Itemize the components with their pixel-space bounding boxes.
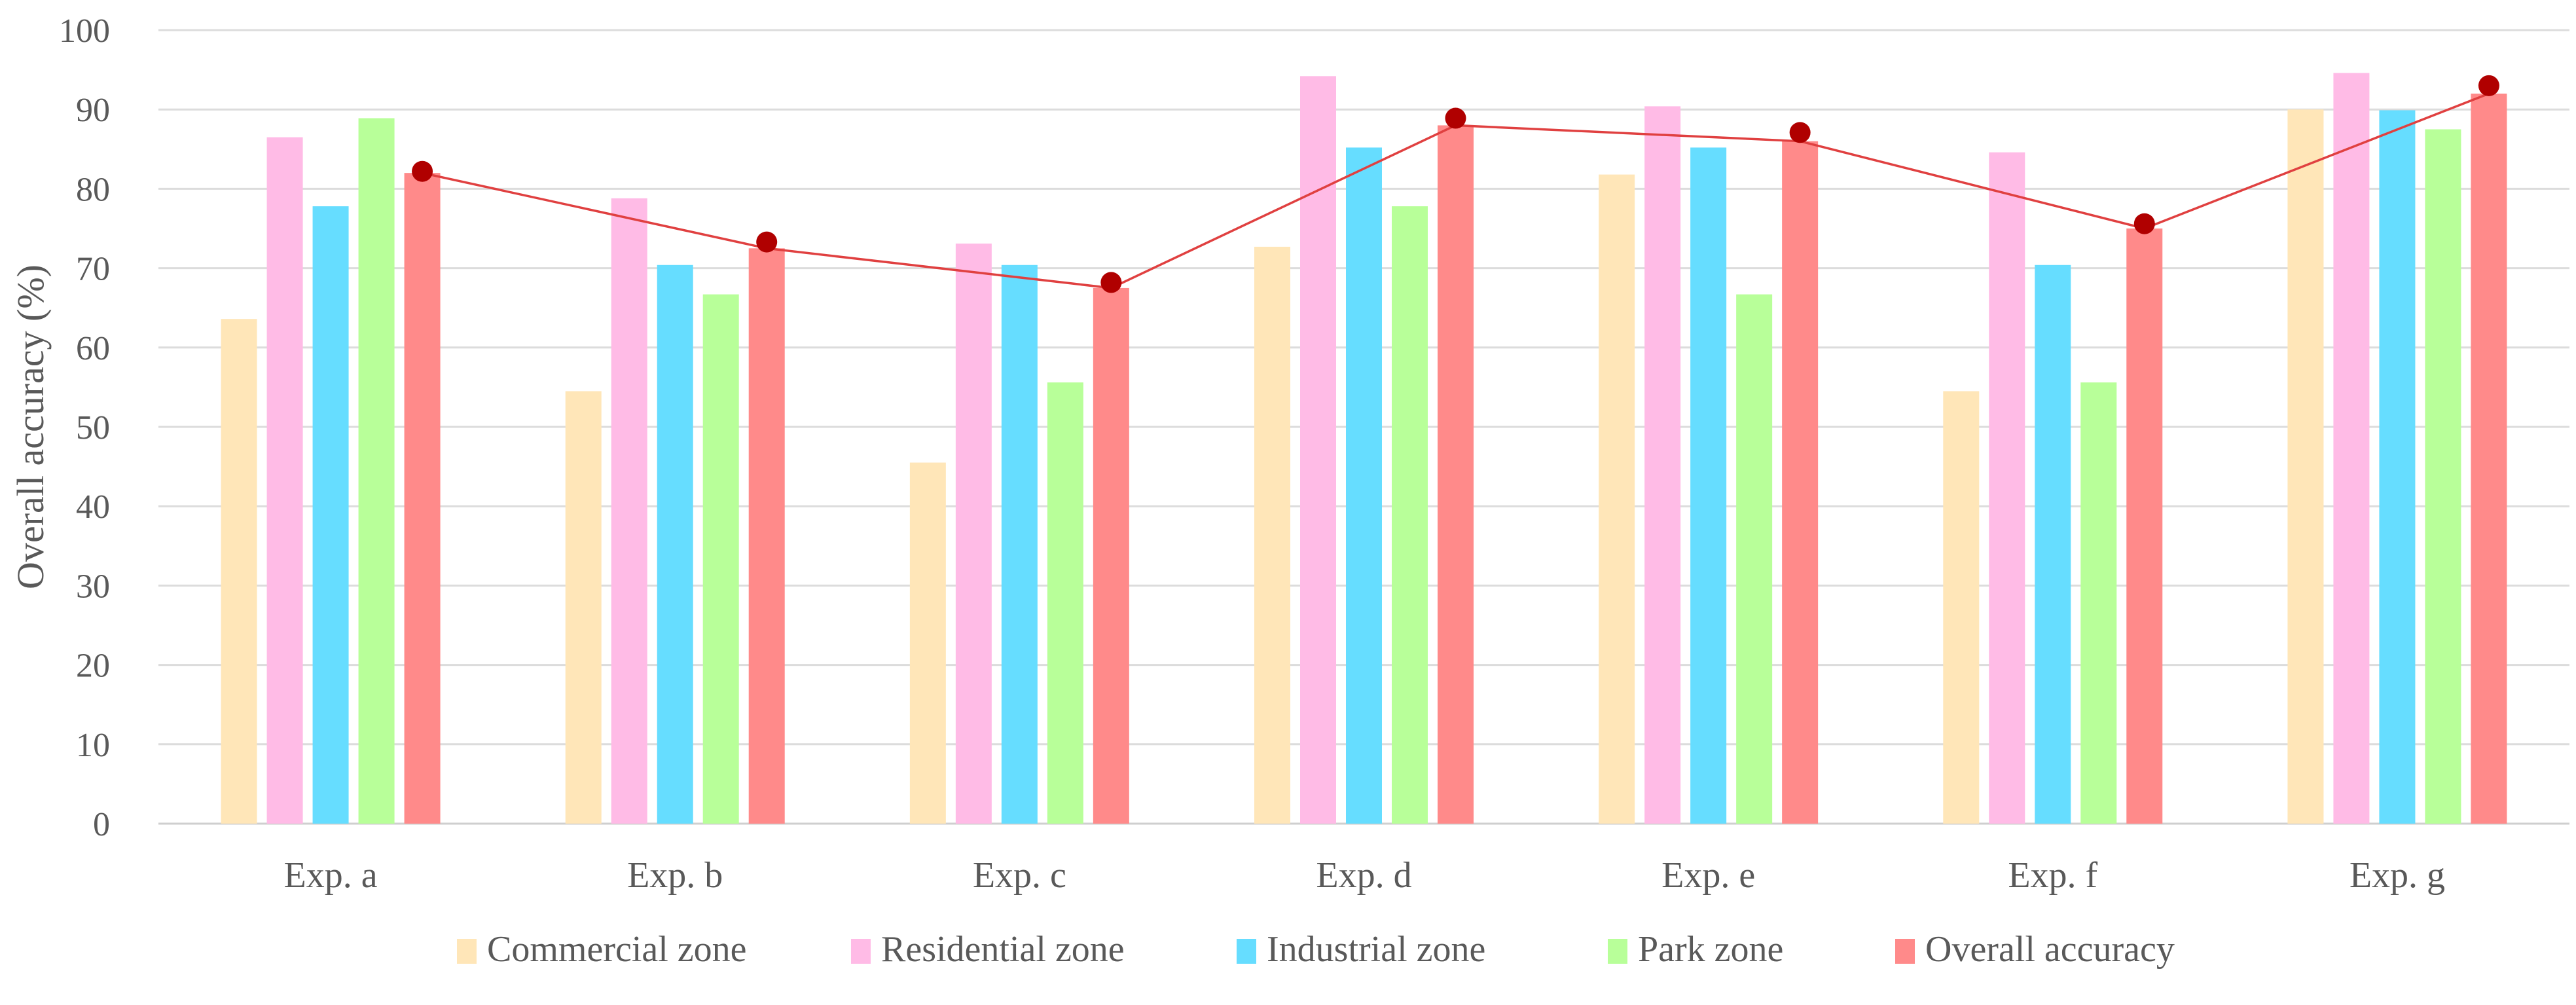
x-tick-label: Exp. b [627,855,723,896]
bar-industrial-zone [1346,147,1382,824]
bar-overall-accuracy [1093,287,1129,824]
x-tick-labels: Exp. a Exp. b Exp. c Exp. d Exp. e Exp. f Exp.… [284,855,2445,896]
bar-industrial-zone [1690,147,1727,824]
legend-swatch [1895,939,1915,964]
y-tick-label: 90 [76,92,110,129]
y-tick-label: 10 [76,727,110,764]
y-tick-label: 40 [76,488,110,526]
bar-overall-accuracy [2126,228,2163,824]
bar-industrial-zone [2035,265,2071,824]
x-tick-label: Exp. d [1316,855,1411,896]
marker-overall-accuracy [2478,75,2499,96]
x-tick-label: Exp. f [2008,855,2097,896]
bar-industrial-zone [2379,110,2416,824]
bar-residential-zone [266,137,303,824]
bar-commercial-zone [2287,109,2324,824]
y-tick-label: 80 [76,171,110,208]
bar-residential-zone [2333,73,2370,824]
bar-industrial-zone [1001,265,1038,824]
y-axis-title: Overall accuracy (%) [9,265,52,589]
bar-commercial-zone [565,391,602,824]
y-tick-label: 50 [76,409,110,447]
legend-label: Residential zone [881,929,1125,970]
bar-park-zone [1392,206,1428,824]
bars [221,73,2507,824]
legend-label: Commercial zone [487,929,747,970]
bar-overall-accuracy [404,173,441,824]
marker-overall-accuracy [412,160,433,182]
bar-residential-zone [955,244,992,824]
y-tick-labels: 0 10 20 30 40 50 60 70 80 90 100 [59,12,110,843]
bar-commercial-zone [1254,246,1290,824]
bar-overall-accuracy [2471,93,2507,824]
marker-overall-accuracy [756,231,778,253]
bar-industrial-zone [657,265,693,824]
legend-swatch [851,939,871,964]
bar-overall-accuracy [1782,141,1819,824]
y-tick-label: 60 [76,330,110,367]
x-tick-label: Exp. e [1661,855,1755,896]
legend: Commercial zone Residential zone Industria… [457,929,2175,970]
legend-label: Overall accuracy [1925,929,2175,970]
y-tick-label: 70 [76,251,110,288]
y-tick-label: 30 [76,568,110,605]
bar-residential-zone [1644,106,1681,824]
y-tick-label: 100 [59,12,110,50]
legend-swatch [1608,939,1627,964]
bar-residential-zone [611,198,647,824]
legend-label: Industrial zone [1267,929,1485,970]
bar-residential-zone [1300,76,1336,824]
marker-overall-accuracy [1445,107,1466,129]
y-tick-label: 0 [93,806,110,843]
bar-commercial-zone [1943,391,1980,824]
x-tick-label: Exp. c [973,855,1066,896]
marker-overall-accuracy [1789,122,1811,143]
overall-accuracy-line [412,75,2499,293]
legend-label: Park zone [1638,929,1783,970]
legend-swatch [1237,939,1256,964]
bar-park-zone [1047,382,1083,824]
bar-park-zone [702,294,739,824]
bar-park-zone [2425,129,2461,824]
bar-industrial-zone [312,206,349,824]
bar-residential-zone [1989,152,2025,824]
bar-commercial-zone [1599,174,1635,824]
marker-overall-accuracy [2133,213,2155,234]
bar-overall-accuracy [1438,125,1474,824]
marker-overall-accuracy [1100,272,1122,293]
bar-park-zone [2080,382,2117,824]
bar-commercial-zone [909,462,946,824]
x-tick-label: Exp. a [284,855,378,896]
bar-park-zone [1736,294,1773,824]
x-tick-label: Exp. g [2349,855,2445,896]
legend-swatch [457,939,477,964]
bar-commercial-zone [221,319,257,824]
bar-overall-accuracy [748,248,785,824]
y-tick-label: 20 [76,648,110,685]
bar-park-zone [358,118,395,824]
